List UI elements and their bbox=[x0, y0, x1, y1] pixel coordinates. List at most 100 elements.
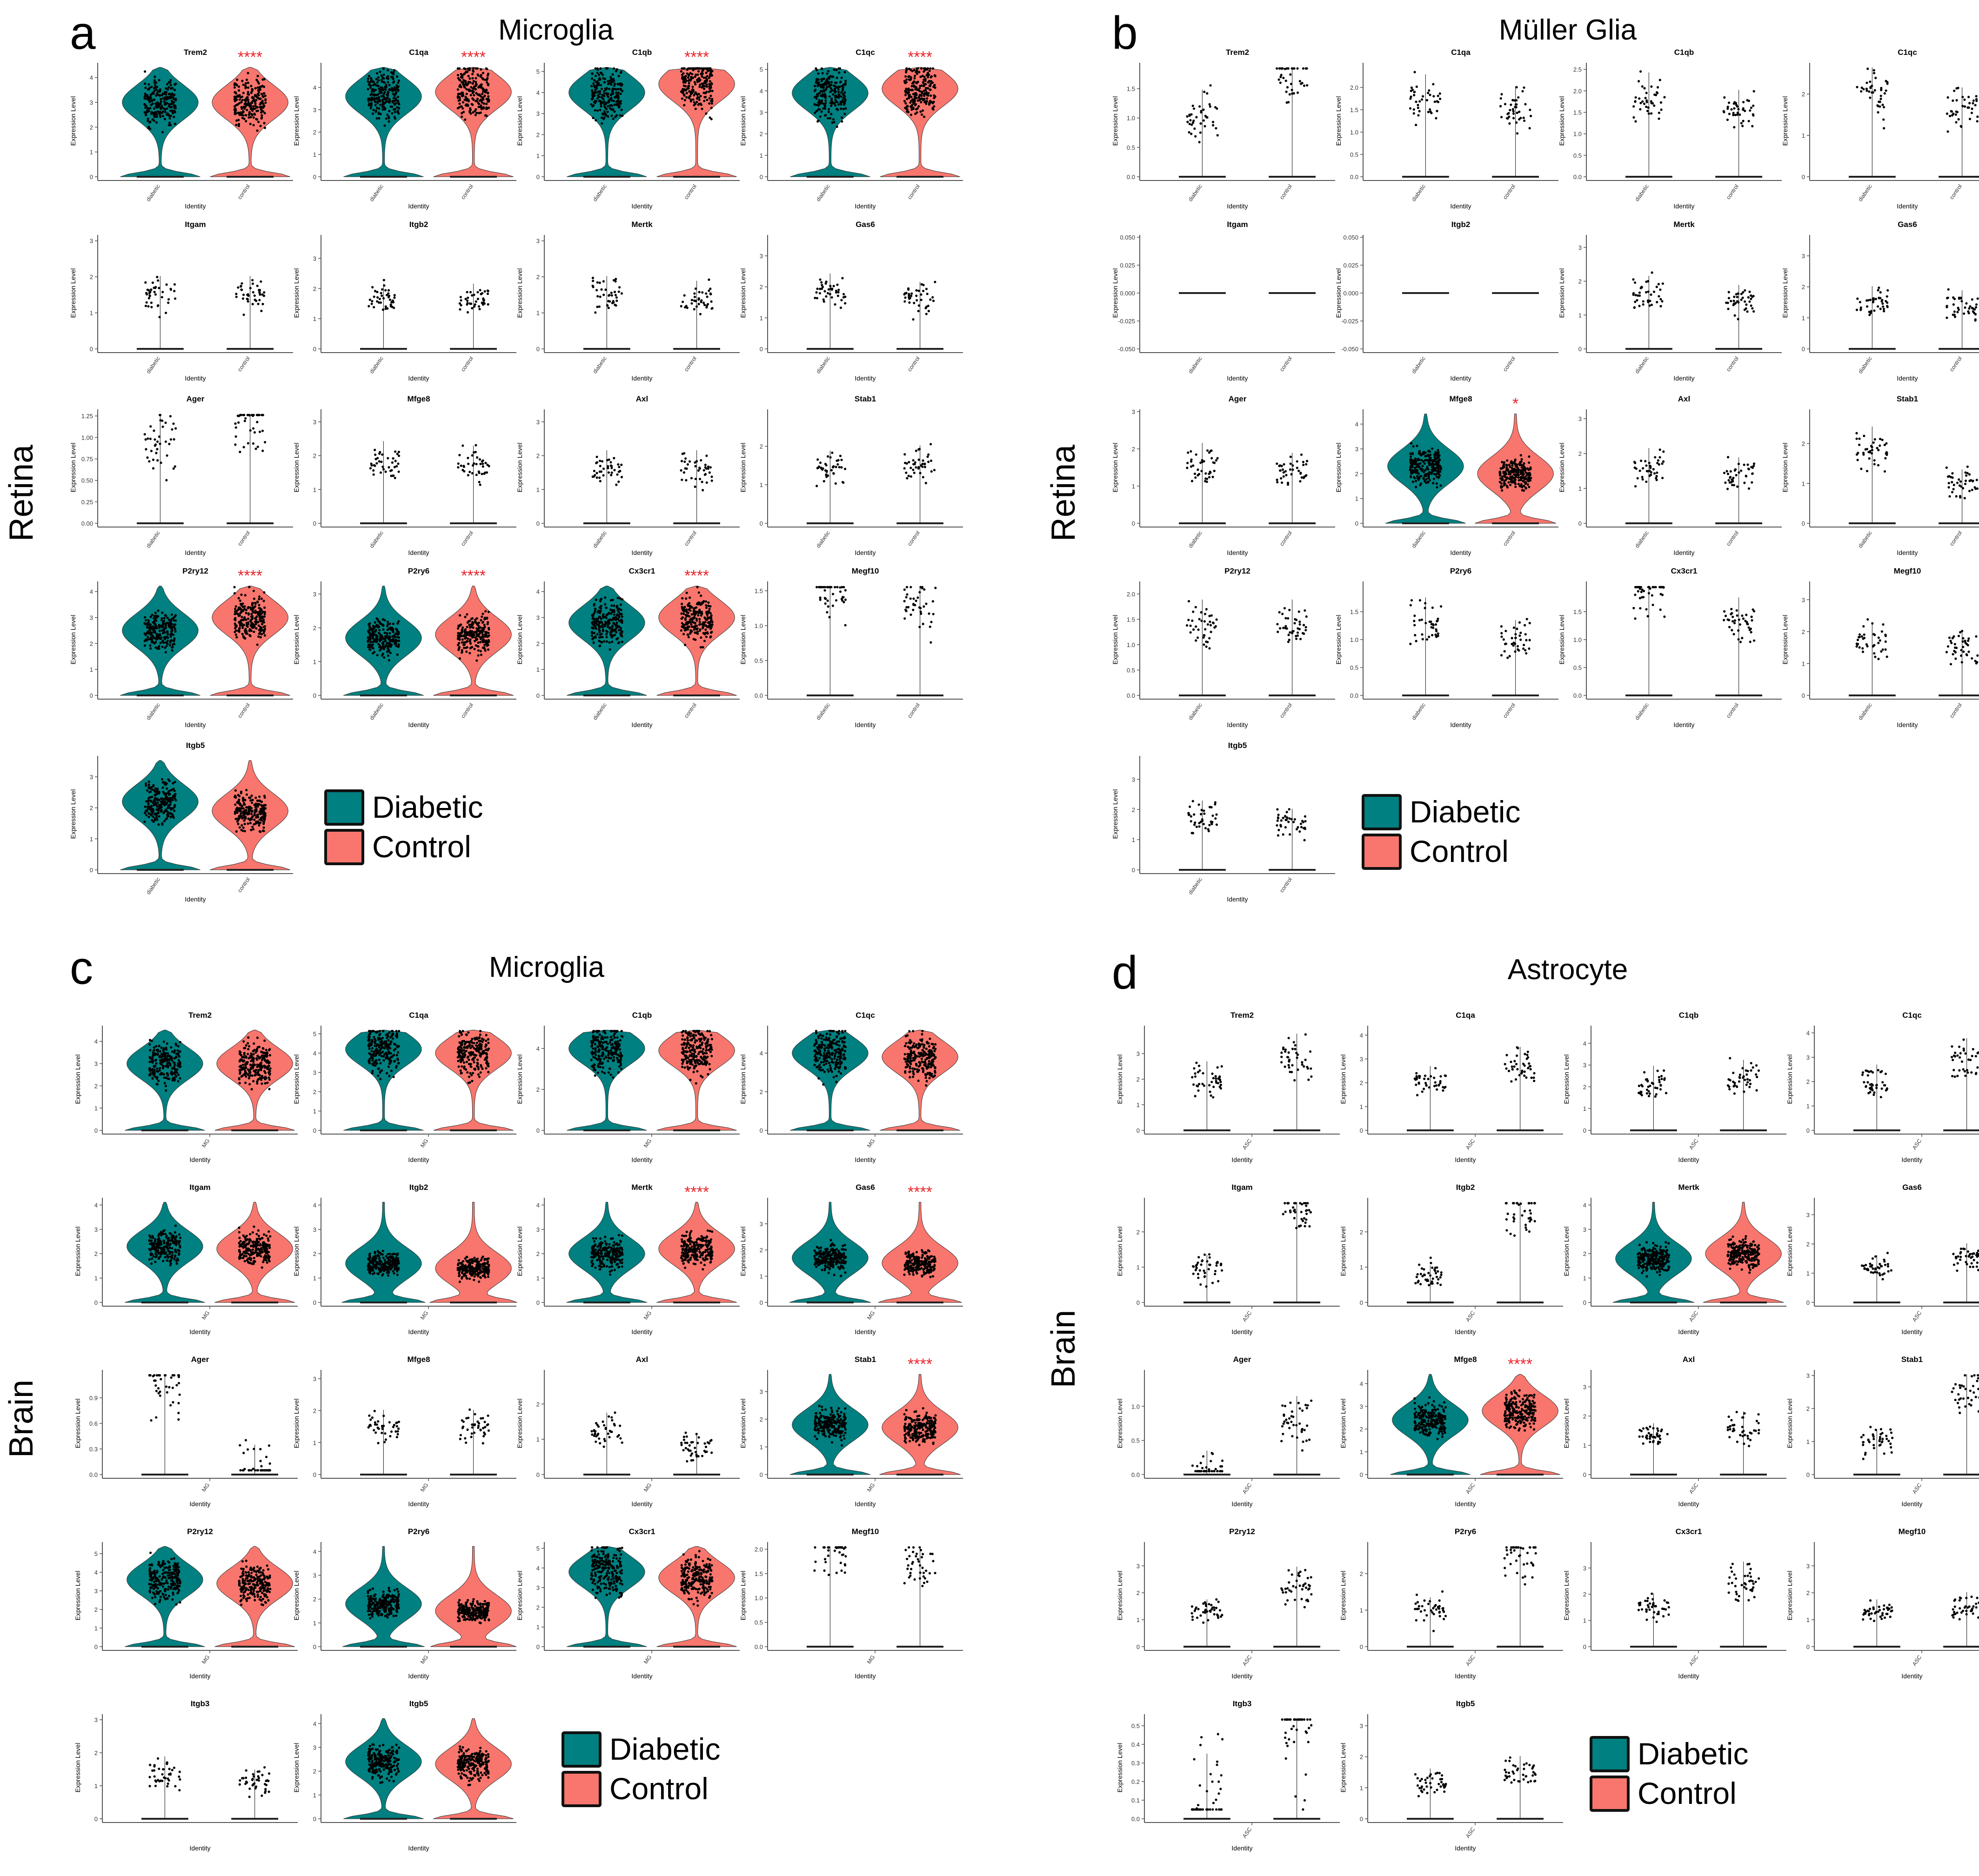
data-point bbox=[462, 79, 465, 82]
data-point bbox=[1508, 115, 1511, 118]
y-tick-label: 1 bbox=[536, 666, 540, 673]
data-point bbox=[600, 84, 602, 87]
data-point bbox=[610, 609, 613, 612]
data-point bbox=[254, 609, 257, 612]
data-point bbox=[482, 627, 485, 630]
x-tick-label: control bbox=[683, 355, 698, 373]
data-point bbox=[392, 629, 394, 632]
y-tick-label: 0 bbox=[1802, 174, 1805, 180]
data-point bbox=[256, 814, 259, 816]
data-point bbox=[386, 96, 389, 99]
data-point bbox=[482, 646, 486, 649]
data-point bbox=[842, 83, 845, 86]
data-point bbox=[264, 94, 267, 97]
data-point bbox=[384, 87, 387, 90]
legend-label: Diabetic bbox=[372, 790, 483, 824]
data-point bbox=[840, 299, 843, 301]
data-point bbox=[1637, 80, 1640, 83]
data-point bbox=[373, 295, 375, 298]
data-point bbox=[615, 616, 617, 619]
data-point bbox=[147, 297, 150, 300]
data-point bbox=[1413, 71, 1416, 73]
data-point bbox=[615, 483, 618, 486]
x-tick-label: diabetic bbox=[815, 530, 831, 549]
data-point bbox=[1730, 108, 1733, 111]
data-point bbox=[925, 91, 928, 93]
data-point bbox=[1188, 114, 1191, 117]
data-point bbox=[689, 596, 691, 599]
data-point bbox=[471, 294, 474, 297]
y-tick-label: 1.0 bbox=[1127, 115, 1135, 122]
data-point bbox=[621, 641, 623, 643]
data-point bbox=[259, 106, 262, 109]
data-point bbox=[687, 87, 689, 90]
data-point bbox=[466, 84, 468, 87]
data-point bbox=[597, 90, 600, 93]
data-point bbox=[1499, 105, 1502, 107]
data-point bbox=[1286, 86, 1289, 89]
data-point bbox=[237, 125, 241, 127]
data-point bbox=[472, 622, 475, 625]
data-point bbox=[680, 469, 682, 472]
data-point bbox=[379, 622, 381, 625]
data-point bbox=[472, 82, 475, 85]
data-point bbox=[372, 641, 374, 643]
x-tick-label: control bbox=[460, 702, 475, 720]
data-point bbox=[823, 586, 827, 588]
data-point bbox=[167, 791, 170, 794]
data-point bbox=[926, 94, 929, 97]
data-point bbox=[700, 299, 703, 302]
data-point bbox=[238, 794, 241, 798]
data-point bbox=[600, 87, 603, 90]
data-point bbox=[261, 815, 264, 818]
data-point bbox=[831, 604, 834, 607]
data-point bbox=[608, 641, 611, 644]
data-point bbox=[844, 589, 847, 592]
data-point bbox=[144, 438, 147, 441]
data-point bbox=[394, 117, 397, 120]
data-point bbox=[374, 621, 376, 624]
data-point bbox=[264, 99, 267, 101]
data-point bbox=[686, 463, 689, 466]
data-point bbox=[484, 631, 487, 634]
data-point bbox=[1647, 106, 1650, 109]
data-point bbox=[1304, 67, 1307, 70]
data-point bbox=[817, 119, 820, 122]
data-point bbox=[684, 306, 687, 309]
data-point bbox=[710, 102, 713, 105]
data-point bbox=[468, 77, 471, 80]
data-point bbox=[595, 627, 598, 630]
data-point bbox=[154, 293, 157, 296]
data-point bbox=[1438, 97, 1442, 100]
group-diabetic bbox=[790, 67, 870, 178]
data-point bbox=[599, 600, 602, 602]
data-point bbox=[1306, 84, 1309, 87]
data-point bbox=[1289, 73, 1292, 76]
data-point bbox=[1202, 119, 1205, 122]
data-point bbox=[471, 77, 474, 80]
data-point bbox=[383, 646, 387, 648]
data-point bbox=[457, 77, 460, 80]
data-point bbox=[907, 111, 910, 113]
violin-shape bbox=[120, 760, 201, 870]
data-point bbox=[688, 82, 690, 85]
data-point bbox=[595, 476, 598, 479]
data-point bbox=[831, 121, 834, 124]
data-point bbox=[1660, 108, 1663, 111]
panel-letter: a bbox=[70, 7, 96, 59]
y-axis-title: Expression Level bbox=[293, 96, 300, 146]
data-point bbox=[396, 633, 399, 636]
gene-title: Gas6 bbox=[856, 220, 875, 229]
data-point bbox=[369, 107, 372, 109]
data-point bbox=[909, 586, 912, 588]
data-point bbox=[239, 624, 242, 627]
x-axis-title: Identity bbox=[185, 202, 206, 210]
data-point bbox=[688, 608, 690, 611]
data-point bbox=[1199, 122, 1202, 125]
data-point bbox=[233, 86, 236, 89]
data-point bbox=[147, 630, 149, 633]
data-point bbox=[697, 93, 700, 95]
data-point bbox=[471, 73, 474, 75]
data-point bbox=[143, 622, 146, 625]
